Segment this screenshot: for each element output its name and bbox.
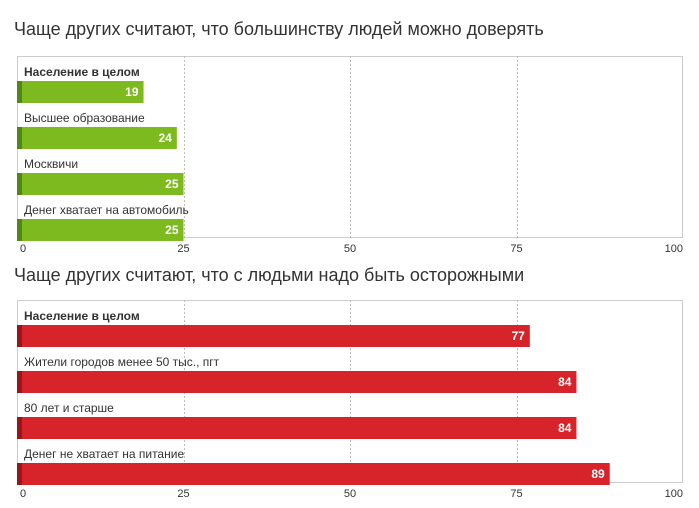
bar-value-label: 77: [511, 329, 525, 343]
bar-accent: [17, 417, 22, 439]
bar-accent: [17, 371, 22, 393]
bar-accent: [17, 463, 22, 485]
bar: [17, 463, 610, 485]
bar-accent: [17, 173, 22, 195]
bar-accent: [17, 81, 22, 103]
bar-accent: [17, 325, 22, 347]
category-label: Высшее образование: [24, 111, 145, 125]
bar: [17, 325, 530, 347]
x-tick-label: 25: [177, 488, 189, 500]
trust-bar-chart: 0 25 50 75 100 Население в целом 19 Высшее обра…: [17, 56, 683, 255]
chart-2-title: Чаще других считают, что с людьми надо б…: [14, 265, 525, 285]
bar-value-label: 19: [125, 85, 139, 99]
x-tick-label: 50: [344, 488, 356, 500]
category-label: Денег не хватает на питание: [24, 447, 184, 461]
bar-accent: [17, 219, 22, 241]
bar-value-label: 84: [558, 375, 572, 389]
x-tick-label: 75: [510, 243, 522, 255]
category-label: Жители городов менее 50 тыс., пгт: [24, 355, 220, 369]
category-label: Население в целом: [24, 65, 140, 79]
bar: [17, 127, 177, 149]
chart-1-title: Чаще других считают, что большинству люд…: [14, 19, 544, 39]
x-tick-label: 50: [344, 243, 356, 255]
x-tick-label: 25: [177, 243, 189, 255]
bar: [17, 219, 184, 241]
bar: [17, 173, 184, 195]
x-tick-label: 0: [20, 243, 26, 255]
bar-value-label: 25: [165, 223, 179, 237]
bar-value-label: 24: [158, 131, 172, 145]
category-label: Население в целом: [24, 309, 140, 323]
bar-value-label: 84: [558, 421, 572, 435]
category-label: 80 лет и старше: [24, 401, 114, 415]
bar-value-label: 89: [591, 467, 605, 481]
bar: [17, 371, 577, 393]
x-tick-label: 100: [665, 243, 683, 255]
bar: [17, 417, 577, 439]
bar: [17, 81, 144, 103]
bar-value-label: 25: [165, 177, 179, 191]
category-label: Денег хватает на автомобиль: [24, 203, 189, 217]
x-tick-label: 100: [665, 488, 683, 500]
category-label: Москвичи: [24, 157, 78, 171]
x-tick-label: 75: [510, 488, 522, 500]
bar-accent: [17, 127, 22, 149]
x-tick-label: 0: [20, 488, 26, 500]
